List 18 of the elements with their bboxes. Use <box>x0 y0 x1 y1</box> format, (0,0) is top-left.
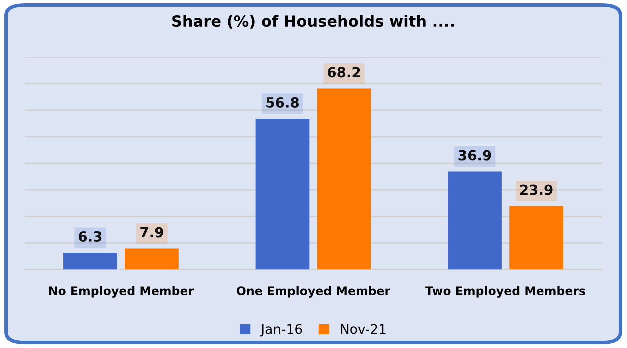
x-tick-label: Two Employed Members <box>426 286 586 298</box>
data-label: 68.2 <box>328 67 360 78</box>
bar <box>510 206 564 270</box>
bar <box>125 248 179 270</box>
chart-title: Share (%) of Households with .... <box>172 15 454 29</box>
x-tick-label: One Employed Member <box>237 286 391 298</box>
bar <box>64 252 118 270</box>
data-label: 6.3 <box>79 231 102 242</box>
bar <box>317 88 372 270</box>
data-label: 36.9 <box>458 150 492 161</box>
data-label: 7.9 <box>140 227 164 238</box>
bar <box>256 118 310 270</box>
legend-label: Nov-21 <box>341 324 386 334</box>
data-label: 23.9 <box>520 184 553 196</box>
data-label: 56.8 <box>266 97 300 108</box>
legend-label: Jan-16 <box>260 324 302 337</box>
bar <box>448 172 502 270</box>
x-tick-label: No Employed Member <box>49 286 194 298</box>
